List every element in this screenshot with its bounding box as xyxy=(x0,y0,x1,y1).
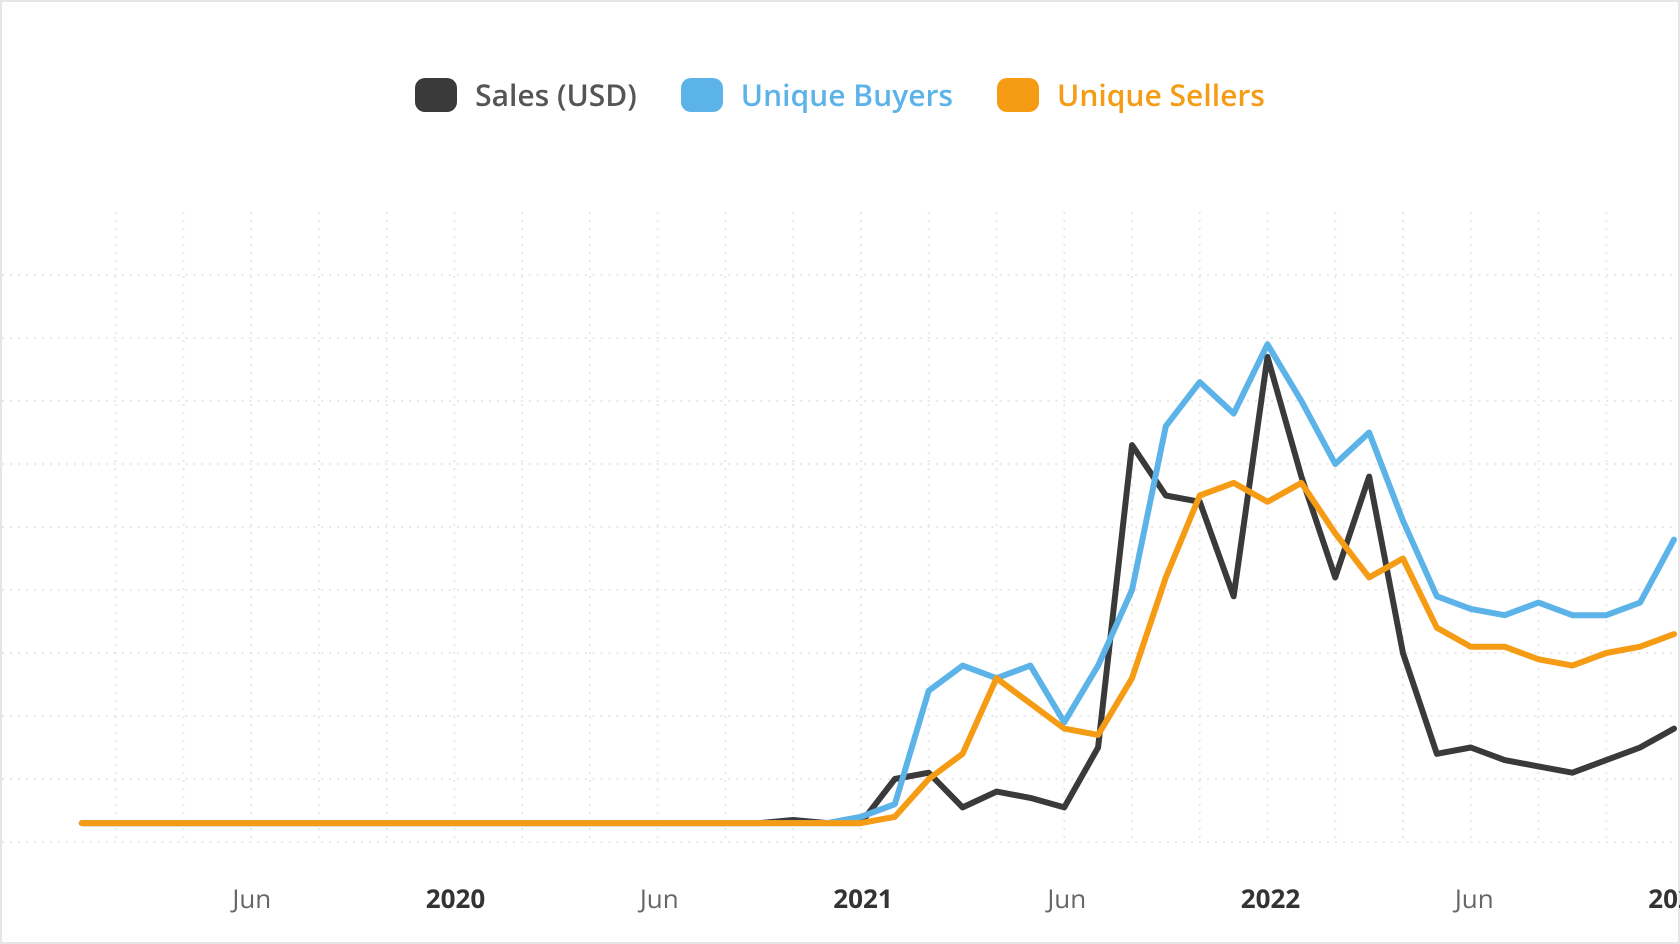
chart-svg xyxy=(2,212,1678,912)
legend-swatch xyxy=(997,78,1039,112)
chart-container: Sales (USD) Unique Buyers Unique Sellers J… xyxy=(0,0,1680,944)
legend-swatch xyxy=(681,78,723,112)
legend-label: Sales (USD) xyxy=(475,74,637,115)
x-tick-label: Jun xyxy=(1047,880,1086,916)
x-tick-label: Jun xyxy=(232,880,271,916)
series-line xyxy=(82,483,1674,823)
x-tick-label: 2022 xyxy=(1241,880,1300,916)
legend-label: Unique Buyers xyxy=(741,74,953,115)
x-tick-label: Jun xyxy=(640,880,679,916)
chart-plot: Jun2020Jun2021Jun2022Jun2023 xyxy=(2,212,1678,912)
x-tick-label: 2021 xyxy=(833,880,892,916)
legend-item[interactable]: Sales (USD) xyxy=(415,74,637,115)
x-tick-label: 2020 xyxy=(426,880,485,916)
legend-item[interactable]: Unique Sellers xyxy=(997,74,1265,115)
x-tick-label: Jun xyxy=(1455,880,1494,916)
x-tick-label: 2023 xyxy=(1648,880,1680,916)
legend: Sales (USD) Unique Buyers Unique Sellers xyxy=(2,74,1678,115)
legend-item[interactable]: Unique Buyers xyxy=(681,74,953,115)
legend-swatch xyxy=(415,78,457,112)
legend-label: Unique Sellers xyxy=(1057,74,1265,115)
